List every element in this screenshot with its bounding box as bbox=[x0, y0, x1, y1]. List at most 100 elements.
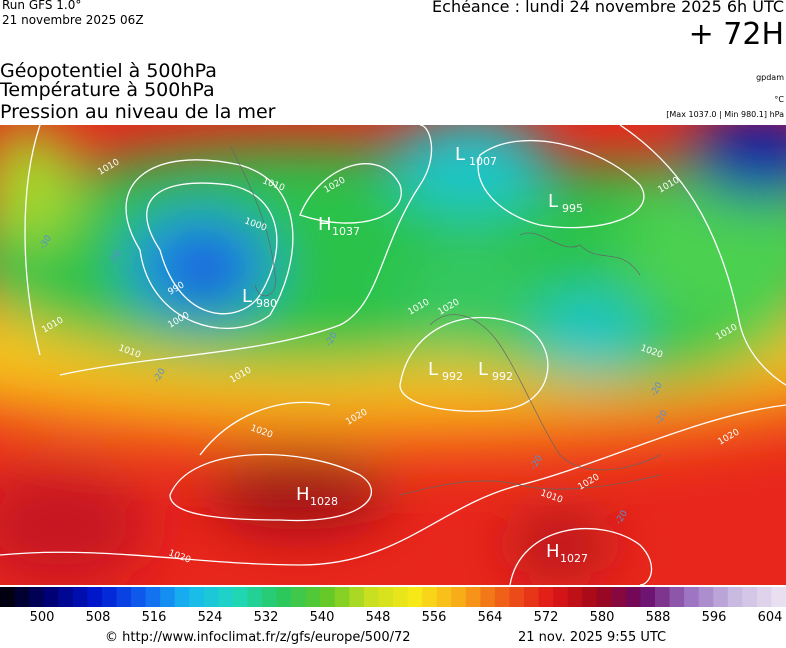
swatch bbox=[698, 587, 714, 607]
swatch bbox=[116, 587, 132, 607]
swatch bbox=[422, 587, 438, 607]
center-letter: L bbox=[428, 359, 438, 380]
lead-time: + 72H bbox=[688, 17, 784, 52]
swatch bbox=[494, 587, 510, 607]
center-value: 992 bbox=[442, 370, 463, 383]
swatch bbox=[771, 587, 786, 607]
center-letter: L bbox=[548, 191, 558, 212]
unit: °C bbox=[774, 95, 784, 104]
swatch bbox=[596, 587, 612, 607]
center-value: 992 bbox=[492, 370, 513, 383]
scale-label: 548 bbox=[365, 610, 391, 625]
center-value: 1028 bbox=[310, 495, 338, 508]
swatch bbox=[436, 587, 452, 607]
scale-label: 604 bbox=[757, 610, 783, 625]
run: Run GFS 1.0° bbox=[2, 0, 82, 12]
run-date: 21 novembre 2025 06Z bbox=[2, 13, 144, 27]
swatch bbox=[625, 587, 641, 607]
swatch bbox=[262, 587, 278, 607]
swatch bbox=[713, 587, 729, 607]
swatch bbox=[407, 587, 423, 607]
swatch bbox=[756, 587, 772, 607]
swatch bbox=[480, 587, 496, 607]
swatch bbox=[524, 587, 540, 607]
swatch bbox=[72, 587, 88, 607]
scale-label: 596 bbox=[701, 610, 727, 625]
swatch bbox=[101, 587, 117, 607]
center-value: 980 bbox=[256, 297, 277, 310]
isobars bbox=[0, 125, 786, 585]
swatch bbox=[43, 587, 59, 607]
scale-label: 580 bbox=[589, 610, 615, 625]
scale-label: 564 bbox=[477, 610, 503, 625]
swatch bbox=[451, 587, 467, 607]
swatch bbox=[363, 587, 379, 607]
swatch bbox=[742, 587, 758, 607]
scale-label: 572 bbox=[533, 610, 559, 625]
swatch bbox=[655, 587, 671, 607]
unit: [Max 1037.0 | Min 980.1] hPa bbox=[666, 110, 784, 119]
scale-label: 556 bbox=[421, 610, 447, 625]
swatch bbox=[174, 587, 190, 607]
swatch bbox=[14, 587, 30, 607]
title: Pression au niveau de la mer bbox=[0, 101, 276, 123]
scale-label: 588 bbox=[645, 610, 671, 625]
swatch bbox=[567, 587, 583, 607]
center-letter: L bbox=[478, 359, 488, 380]
center-value: 1037 bbox=[332, 225, 360, 238]
scale-label: 516 bbox=[141, 610, 167, 625]
swatch bbox=[334, 587, 350, 607]
title: Température à 500hPa bbox=[0, 79, 215, 101]
swatch bbox=[684, 587, 700, 607]
swatch bbox=[393, 587, 409, 607]
swatch bbox=[291, 587, 307, 607]
swatch bbox=[349, 587, 365, 607]
center-letter: L bbox=[242, 286, 252, 307]
swatch bbox=[378, 587, 394, 607]
center-letter: H bbox=[318, 214, 332, 235]
swatch bbox=[538, 587, 554, 607]
swatch bbox=[145, 587, 161, 607]
swatch bbox=[640, 587, 656, 607]
swatch bbox=[727, 587, 743, 607]
swatch bbox=[465, 587, 481, 607]
swatch bbox=[232, 587, 248, 607]
center-value: 1027 bbox=[560, 552, 588, 565]
center-letter: L bbox=[455, 144, 465, 165]
swatch bbox=[611, 587, 627, 607]
center-value: 995 bbox=[562, 202, 583, 215]
color-scale bbox=[0, 587, 786, 607]
swatch bbox=[320, 587, 336, 607]
swatch bbox=[305, 587, 321, 607]
unit: gpdam bbox=[756, 73, 784, 82]
swatch bbox=[276, 587, 292, 607]
center-letter: H bbox=[296, 484, 310, 505]
swatch bbox=[29, 587, 45, 607]
scale-label: 524 bbox=[197, 610, 223, 625]
swatch bbox=[189, 587, 205, 607]
scale-label: 532 bbox=[253, 610, 279, 625]
scale-label: 540 bbox=[309, 610, 335, 625]
coastlines bbox=[229, 144, 661, 496]
swatch bbox=[247, 587, 263, 607]
swatch bbox=[131, 587, 147, 607]
field bbox=[0, 125, 786, 585]
scale-label: 508 bbox=[85, 610, 111, 625]
swatch bbox=[553, 587, 569, 607]
swatch bbox=[582, 587, 598, 607]
center-letter: H bbox=[546, 541, 560, 562]
swatch bbox=[160, 587, 176, 607]
footer-url: © http://www.infoclimat.fr/z/gfs/europe/… bbox=[105, 630, 411, 645]
swatch bbox=[0, 587, 16, 607]
swatch bbox=[509, 587, 525, 607]
swatch bbox=[58, 587, 74, 607]
swatch bbox=[87, 587, 103, 607]
echeance: Echéance : lundi 24 novembre 2025 6h UTC bbox=[432, 0, 784, 16]
center-value: 1007 bbox=[469, 155, 497, 168]
swatch bbox=[218, 587, 234, 607]
swatch bbox=[669, 587, 685, 607]
footer-timestamp: 21 nov. 2025 9:55 UTC bbox=[518, 630, 667, 645]
scale-label: 500 bbox=[29, 610, 55, 625]
